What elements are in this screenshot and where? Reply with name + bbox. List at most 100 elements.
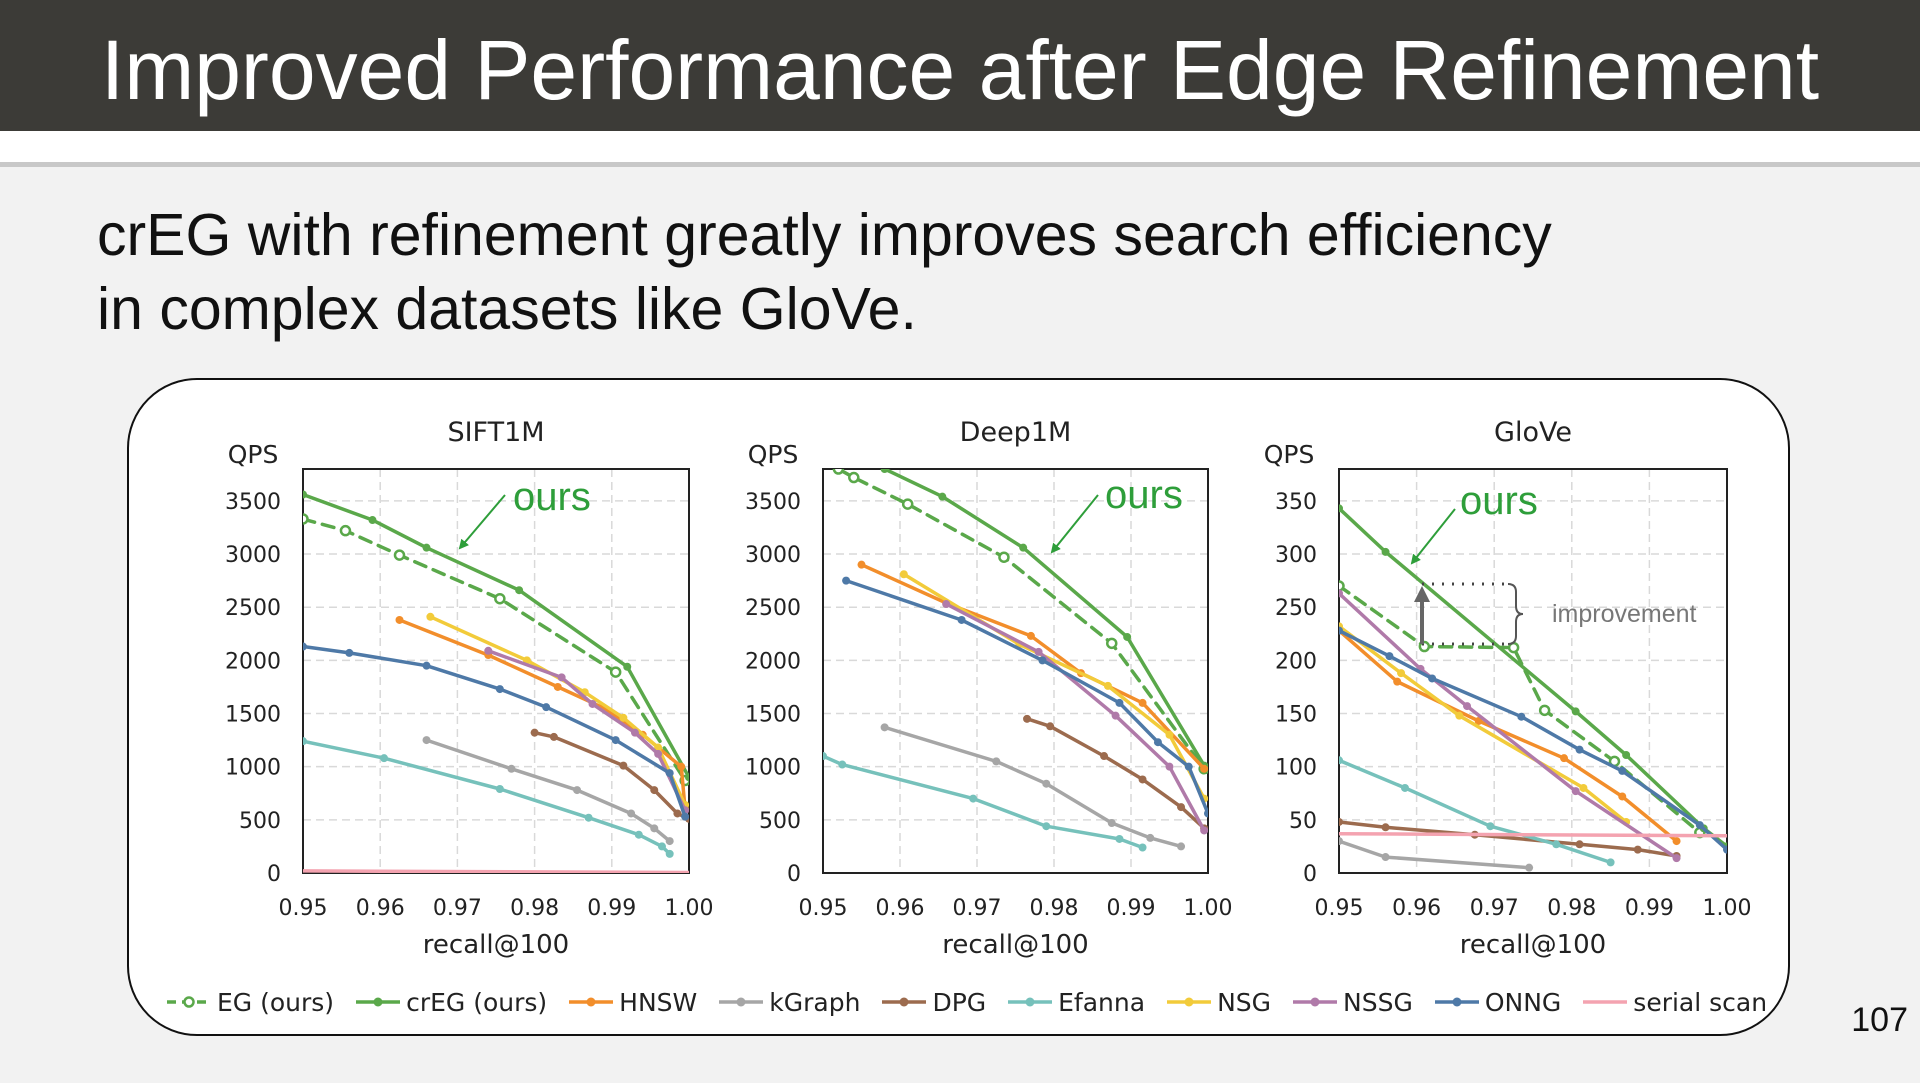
x-tick-label: 0.98 xyxy=(1547,896,1596,921)
data-point xyxy=(1339,817,1343,826)
data-point xyxy=(1463,702,1472,711)
y-tick-label: 3000 xyxy=(745,543,801,568)
data-point xyxy=(1138,775,1147,784)
data-point xyxy=(495,685,504,694)
y-tick-label: 350 xyxy=(1275,490,1317,515)
data-point xyxy=(969,794,978,803)
legend-swatch xyxy=(882,997,927,1007)
data-point xyxy=(303,513,309,525)
data-point xyxy=(1525,863,1534,872)
subtitle-line-1: crEG with refinement greatly improves se… xyxy=(97,202,1552,268)
legend-swatch xyxy=(167,996,211,1008)
series-line-hnsw xyxy=(1339,628,1679,843)
legend-item-creg-ours: crEG (ours) xyxy=(354,988,547,1017)
plot-frame xyxy=(822,468,1209,874)
y-tick-label: 1000 xyxy=(745,756,801,781)
y-tick-label: 2500 xyxy=(745,596,801,621)
y-tick-label: 2000 xyxy=(745,649,801,674)
data-point xyxy=(422,543,431,552)
data-point xyxy=(1100,752,1109,761)
y-tick-label: 300 xyxy=(1275,543,1317,568)
series-line-nsg xyxy=(428,615,687,807)
x-axis-label: recall@100 xyxy=(423,930,569,960)
data-point xyxy=(1107,819,1116,828)
data-point xyxy=(1103,681,1112,690)
legend-swatch xyxy=(719,997,764,1007)
data-point xyxy=(823,752,827,761)
data-point xyxy=(1381,853,1390,862)
legend-label: NSSG xyxy=(1343,987,1413,1017)
data-point xyxy=(1177,803,1186,812)
data-point xyxy=(665,769,674,778)
plot-frame xyxy=(1338,468,1728,874)
legend-swatch xyxy=(569,997,614,1007)
x-tick-label: 0.98 xyxy=(1030,896,1079,921)
data-point xyxy=(549,732,558,741)
series-line-creg-ours xyxy=(303,492,689,780)
legend-item-onng: ONNG xyxy=(1433,988,1561,1017)
data-point xyxy=(1177,842,1186,851)
data-point xyxy=(1111,711,1120,720)
series-group xyxy=(1339,504,1727,872)
x-tick-label: 0.95 xyxy=(1315,896,1364,921)
data-point xyxy=(1385,652,1394,661)
data-point xyxy=(1115,698,1124,707)
page-number: 107 xyxy=(1851,1001,1908,1039)
data-point xyxy=(1339,756,1343,765)
data-point xyxy=(1115,834,1124,843)
x-axis-label: recall@100 xyxy=(942,930,1088,960)
y-axis-label: QPS xyxy=(228,440,279,469)
y-tick-label: 150 xyxy=(1275,703,1317,728)
legend-item-kgraph: kGraph xyxy=(717,988,860,1017)
y-axis-label: QPS xyxy=(748,440,799,469)
legend-swatch xyxy=(1008,997,1053,1007)
series-line-creg-ours xyxy=(1339,506,1727,849)
data-point xyxy=(842,576,851,585)
data-point xyxy=(609,666,622,678)
data-point xyxy=(1038,656,1047,665)
data-point xyxy=(1138,698,1147,707)
x-tick-label: 0.97 xyxy=(433,896,482,921)
data-point xyxy=(838,760,847,769)
series-line-efanna xyxy=(303,739,672,856)
ours-arrow xyxy=(1050,494,1099,554)
data-point xyxy=(495,785,504,794)
y-tick-label: 500 xyxy=(759,809,801,834)
data-point xyxy=(901,498,914,510)
data-point xyxy=(654,749,663,758)
data-point xyxy=(507,764,516,773)
y-tick-label: 2500 xyxy=(225,596,281,621)
data-point xyxy=(1455,711,1464,720)
data-point xyxy=(1184,762,1193,771)
data-point xyxy=(957,615,966,624)
data-point xyxy=(1393,677,1402,686)
series-line-efanna xyxy=(1339,758,1613,865)
data-point xyxy=(630,728,639,737)
title-bar: Improved Performance after Edge Refineme… xyxy=(0,0,1920,131)
data-point xyxy=(1552,840,1561,849)
data-point xyxy=(1200,764,1208,773)
data-point xyxy=(422,736,431,745)
data-point xyxy=(1575,840,1584,849)
y-tick-label: 250 xyxy=(1275,596,1317,621)
legend-label: HNSW xyxy=(619,987,698,1017)
series-line-nsg xyxy=(902,572,1206,801)
ours-annotation: ours xyxy=(513,475,591,519)
data-point xyxy=(1517,712,1526,721)
data-point xyxy=(899,570,908,579)
data-point xyxy=(1571,787,1580,796)
data-point xyxy=(422,661,431,670)
data-point xyxy=(368,516,377,525)
data-point xyxy=(1622,750,1631,759)
x-tick-label: 0.98 xyxy=(510,896,559,921)
data-point xyxy=(1381,823,1390,832)
data-point xyxy=(650,824,659,833)
data-point xyxy=(1106,637,1118,650)
data-point xyxy=(426,612,435,621)
data-point xyxy=(665,837,674,846)
y-tick-label: 1500 xyxy=(745,703,801,728)
legend-label: NSG xyxy=(1217,987,1272,1017)
chart-panel xyxy=(127,378,1790,1036)
x-tick-label: 1.00 xyxy=(1184,896,1233,921)
data-point xyxy=(553,682,562,691)
